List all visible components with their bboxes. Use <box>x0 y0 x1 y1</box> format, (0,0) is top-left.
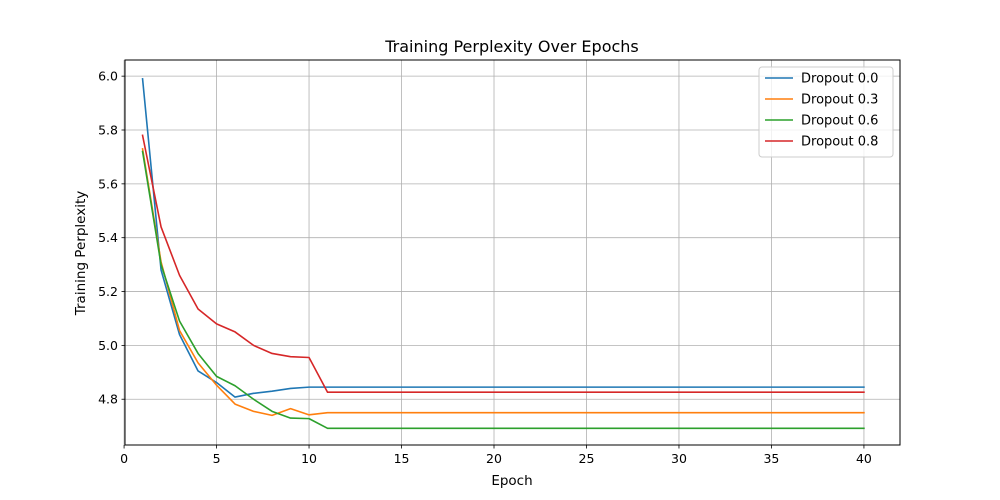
y-tick-label: 6.0 <box>98 69 118 84</box>
legend-label: Dropout 0.8 <box>801 135 878 150</box>
series-line <box>141 147 865 417</box>
legend-label: Dropout 0.6 <box>801 114 878 129</box>
x-axis-title: Epoch <box>491 473 532 489</box>
x-tick-label: 30 <box>671 451 687 466</box>
x-tick-label: 15 <box>394 451 410 466</box>
legend-label: Dropout 0.0 <box>801 72 878 87</box>
x-tick-label: 25 <box>579 451 595 466</box>
legend: Dropout 0.0 Dropout 0.3 Dropout 0.6 Dropout… <box>758 66 894 158</box>
x-tick-label: 5 <box>213 451 221 466</box>
chart-title: Training Perplexity Over Epochs <box>384 37 639 56</box>
y-axis-title: Training Perplexity <box>73 191 89 317</box>
series-line <box>141 134 865 394</box>
y-tick-label: 5.0 <box>98 338 118 353</box>
x-tick-label: 10 <box>301 451 317 466</box>
y-axis-ticks: 4.8 5.0 5.2 5.4 5.6 5.8 6.0 <box>98 69 125 407</box>
x-axis-ticks: 0 5 10 15 20 25 30 35 40 <box>120 445 872 466</box>
x-tick-label: 35 <box>763 451 779 466</box>
y-tick-label: 5.2 <box>98 284 118 299</box>
series-lines <box>141 77 865 430</box>
plot-frame <box>124 59 901 446</box>
y-tick-label: 5.4 <box>98 230 118 245</box>
x-tick-label: 0 <box>120 451 128 466</box>
legend-label: Dropout 0.3 <box>801 93 878 108</box>
y-tick-label: 4.8 <box>98 392 118 407</box>
y-tick-label: 5.6 <box>98 176 118 191</box>
legend-box <box>758 66 894 158</box>
series-line <box>141 77 865 398</box>
x-tick-label: 40 <box>856 451 872 466</box>
x-tick-label: 20 <box>486 451 502 466</box>
y-tick-label: 5.8 <box>98 123 118 138</box>
series-line <box>141 150 865 430</box>
